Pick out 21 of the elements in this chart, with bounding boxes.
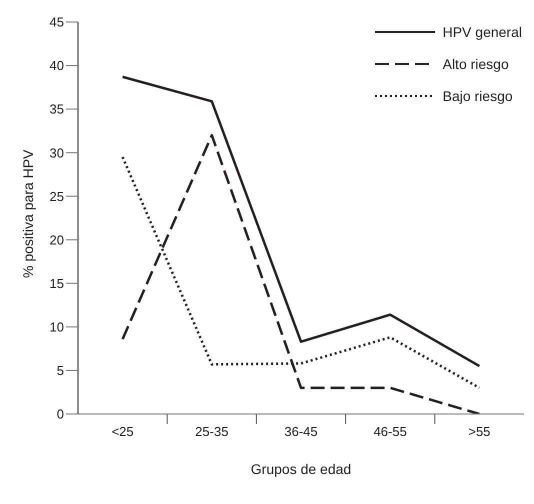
y-tick-label: 25	[50, 188, 64, 204]
y-tick-label: 15	[50, 276, 64, 291]
legend-label: Bajo riesgo	[442, 88, 513, 104]
y-tick-label: 30	[50, 145, 64, 160]
x-tick-label: 46-55	[374, 424, 407, 439]
x-axis-title: Grupos de edad	[250, 461, 352, 477]
x-tick-label: <25	[112, 424, 134, 439]
y-tick-label: 40	[50, 58, 64, 74]
y-tick-label: 45	[50, 14, 64, 30]
legend-label: HPV general	[442, 24, 522, 40]
y-tick-label: 5	[56, 363, 64, 378]
x-tick-label: >55	[468, 424, 490, 439]
y-tick-label: 0	[56, 406, 64, 422]
y-tick-label: 35	[50, 102, 64, 117]
x-tick-label: 36-45	[284, 424, 318, 439]
y-axis-title: % positiva para HPV	[20, 148, 36, 278]
line-series	[121, 134, 481, 414]
legend-label: Alto riesgo	[442, 56, 509, 72]
x-tick-label: 25-35	[195, 424, 228, 439]
y-tick-label: 10	[50, 320, 64, 335]
y-tick-label: 20	[50, 232, 64, 248]
